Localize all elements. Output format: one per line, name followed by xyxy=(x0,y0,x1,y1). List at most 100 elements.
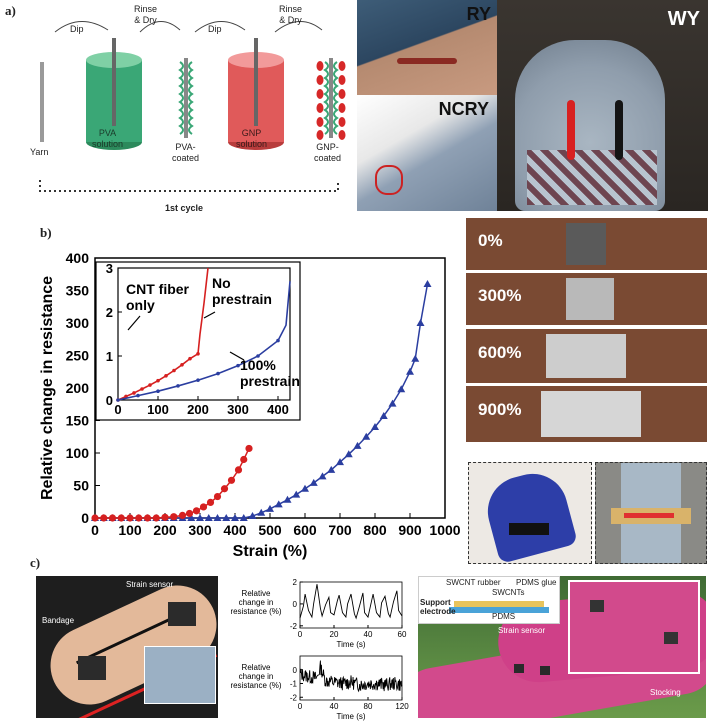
inset-data-point xyxy=(256,354,260,358)
inset-data-point xyxy=(180,363,184,367)
inset-plot-frame xyxy=(117,267,291,401)
inset-x-tick-label: 0 xyxy=(114,402,121,417)
series-line-1 xyxy=(95,448,250,519)
label-ry: RY xyxy=(466,4,491,24)
label-yarn: Yarn xyxy=(30,147,49,157)
y-axis-title: change in xyxy=(239,598,274,607)
inset-data-point xyxy=(236,363,240,368)
inset-arrow-cnt xyxy=(127,315,141,331)
data-point-triangle xyxy=(231,514,239,521)
gnp-green-coat-left xyxy=(323,61,329,135)
data-point-circle xyxy=(91,514,99,522)
inset-data-point xyxy=(276,338,280,343)
data-point-circle xyxy=(135,514,143,522)
x-tick-label: 0 xyxy=(298,702,303,711)
x-tick-label: 0 xyxy=(91,522,99,538)
inset-label-prestrain: 100% xyxy=(240,357,276,373)
data-point-triangle xyxy=(423,280,432,287)
y-tick-label: 100 xyxy=(66,445,90,461)
y-tick-label: 350 xyxy=(66,283,90,299)
data-point-triangle xyxy=(257,508,266,516)
bandage-inset-photo xyxy=(144,646,216,704)
inset-x-tick-label: 100 xyxy=(147,402,169,417)
inset-sensor-a xyxy=(590,600,604,612)
inset-arrow-noprestrain xyxy=(203,311,216,319)
strain-film-300 xyxy=(566,278,614,320)
data-point-triangle xyxy=(379,411,388,419)
data-point-circle xyxy=(240,455,248,464)
data-point-circle xyxy=(199,503,208,511)
strain-clamp-0 xyxy=(566,223,606,265)
x-tick-label: 40 xyxy=(364,630,373,639)
step-rinse-2: Rinse & Dry xyxy=(279,4,303,25)
panel-c-letter: c) xyxy=(30,555,41,570)
data-point-triangle xyxy=(411,354,420,362)
yarn-in-pva xyxy=(112,38,116,126)
data-point-triangle xyxy=(336,458,344,466)
y-tick-label: 0 xyxy=(293,600,298,609)
data-point-circle xyxy=(234,466,243,474)
data-point-circle xyxy=(117,514,125,522)
data-point-circle xyxy=(126,514,134,522)
process-diagram xyxy=(39,21,346,192)
label-stocking: Stocking xyxy=(650,688,681,697)
inset-data-point xyxy=(164,374,168,378)
data-point-circle xyxy=(143,514,152,522)
inset-label-noprestrain: No xyxy=(212,275,231,291)
data-point-triangle xyxy=(248,512,257,520)
knee-sensor xyxy=(624,513,674,518)
neck-sensor xyxy=(397,58,457,64)
data-point-triangle xyxy=(388,399,397,407)
data-point-triangle xyxy=(187,514,196,521)
data-point-circle xyxy=(227,476,236,484)
inset-data-point xyxy=(156,378,160,383)
y-axis-title: resistance (%) xyxy=(230,607,281,616)
label-support: Support xyxy=(420,598,451,607)
data-point-circle xyxy=(100,514,108,522)
data-point-circle xyxy=(206,498,215,506)
photo-neck-ry: RY xyxy=(357,0,497,95)
glove-sensor xyxy=(509,523,549,535)
inset-label-cnt: only xyxy=(126,297,155,313)
label-pva-solution: PVA solution xyxy=(92,128,124,149)
label-pdms-glue: PDMS glue xyxy=(516,578,557,587)
y-tick-label: 2 xyxy=(293,578,298,587)
data-point-circle xyxy=(178,511,187,519)
pva-coating-left xyxy=(178,61,184,135)
schematic-electrode xyxy=(454,601,544,607)
y-tick-label: 300 xyxy=(66,315,90,331)
photo-knee xyxy=(595,462,707,564)
label-pva-coated: PVA- coated xyxy=(172,142,200,163)
data-point-triangle xyxy=(371,423,379,430)
inset-data-point xyxy=(156,389,160,393)
x-tick-label: 40 xyxy=(330,702,339,711)
data-point-circle xyxy=(161,513,169,521)
photo-glove-wy: WY xyxy=(497,0,708,211)
bandage-electrode-1 xyxy=(78,656,106,680)
inset-data-point xyxy=(196,378,200,382)
strain-film-600 xyxy=(546,334,626,378)
x-tick-label: 120 xyxy=(395,702,409,711)
step-rinse-1: Rinse & Dry xyxy=(134,4,158,25)
y-axis-title: Relative change in resistance xyxy=(39,276,56,500)
data-point-triangle xyxy=(397,385,406,393)
inset-data-point xyxy=(148,383,152,387)
photo-bandage: Strain sensor Bandage xyxy=(36,576,218,718)
cycle-bracket xyxy=(39,180,339,192)
label-strain-sensor: Strain sensor xyxy=(126,580,174,589)
arc-1 xyxy=(54,21,109,33)
red-clip xyxy=(567,100,575,160)
inset-label-noprestrain: prestrain xyxy=(212,291,272,307)
pva-coated-rod xyxy=(184,58,188,138)
strain-photo-900: 900% xyxy=(466,386,707,442)
glove-pattern xyxy=(527,150,657,205)
y-tick-label: 400 xyxy=(66,250,90,266)
label-ncry: NCRY xyxy=(438,99,489,119)
label-stocking-strain-sensor: Strain sensor xyxy=(498,626,546,635)
inset-data-point xyxy=(188,356,192,361)
data-point-triangle xyxy=(327,465,336,473)
gnp-red-dots xyxy=(316,61,346,140)
data-point-triangle xyxy=(283,495,292,503)
label-gnp-coated: GNP- coated xyxy=(314,142,342,163)
black-clip xyxy=(615,100,623,160)
